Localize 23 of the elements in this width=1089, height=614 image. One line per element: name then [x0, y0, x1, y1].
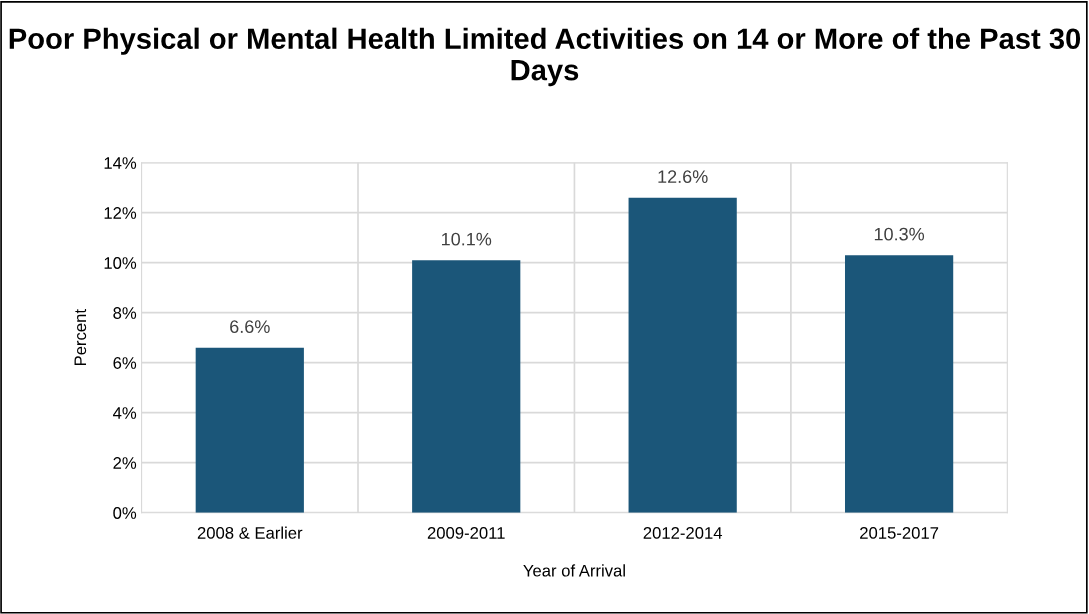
y-tick-label: 8%: [113, 307, 137, 319]
y-tick-label: 0%: [113, 507, 137, 519]
y-tick-label: 6%: [113, 357, 137, 369]
y-tick-label: 14%: [104, 157, 137, 169]
data-label: 6.6%: [230, 320, 270, 334]
bar: [628, 197, 737, 513]
data-label: 12.6%: [658, 170, 708, 184]
y-tick-label: 4%: [113, 407, 137, 419]
chart-title: Poor Physical or Mental Health Limited Activities on 14 or More of the Past 30 Days: [9, 27, 1081, 87]
y-tick-label: 10%: [104, 257, 137, 269]
bar: [195, 347, 304, 513]
x-tick-label: 2009-2011: [427, 527, 505, 539]
y-axis-title: Percent: [74, 309, 87, 366]
x-axis-title: Year of Arrival: [523, 564, 625, 577]
data-label: 10.1%: [442, 232, 492, 246]
data-label: 10.3%: [874, 227, 925, 241]
x-tick-label: 2015-2017: [860, 527, 939, 539]
bar: [845, 255, 954, 513]
x-tick-label: 2012-2014: [643, 527, 723, 539]
y-tick-label: 12%: [104, 207, 137, 219]
bar: [412, 260, 521, 513]
x-tick-label: 2008 & Earlier: [197, 526, 303, 539]
y-tick-label: 2%: [113, 457, 137, 469]
